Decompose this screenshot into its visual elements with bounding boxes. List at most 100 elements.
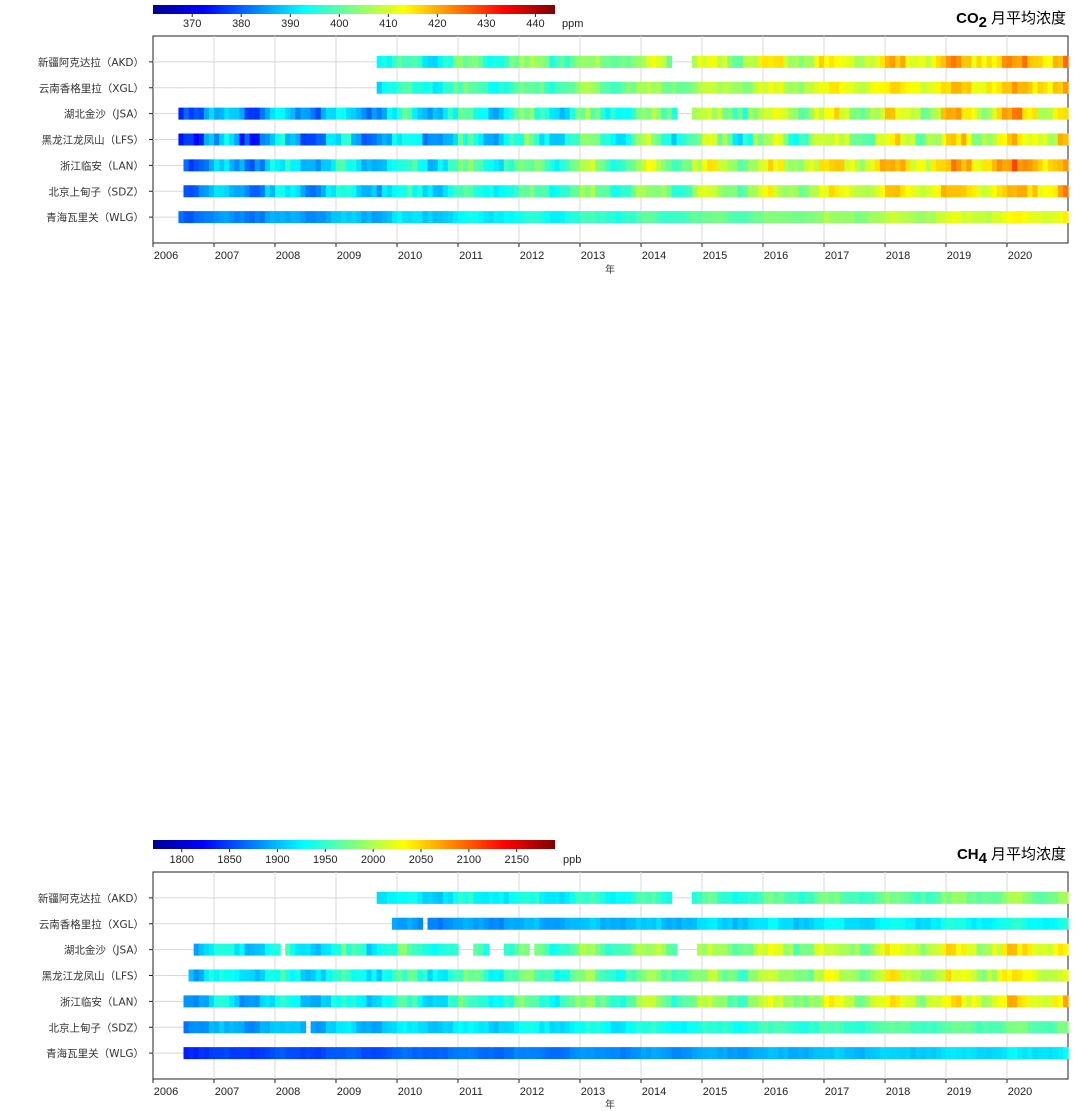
ch4-cell bbox=[468, 1047, 474, 1060]
ch4-cell bbox=[742, 943, 749, 956]
co2-cell bbox=[656, 107, 662, 120]
co2-cell bbox=[768, 133, 774, 146]
ch4-cell bbox=[519, 891, 525, 904]
ch4-cell bbox=[691, 969, 698, 982]
ch4-cell bbox=[1012, 943, 1018, 956]
ch4-cell bbox=[381, 1047, 388, 1060]
ch4-cell bbox=[966, 969, 973, 982]
ch4-cell bbox=[356, 969, 363, 982]
co2-cell bbox=[417, 159, 424, 172]
co2-cell bbox=[849, 133, 856, 146]
co2-cell bbox=[397, 159, 403, 172]
ch4-cell bbox=[503, 943, 510, 956]
co2-cell bbox=[402, 81, 408, 94]
co2-cell bbox=[376, 185, 383, 198]
ch4-cell bbox=[1037, 995, 1044, 1008]
co2-cell bbox=[1057, 159, 1064, 172]
co2-cell bbox=[646, 81, 652, 94]
co2-cell bbox=[493, 211, 500, 224]
ch4-cell bbox=[951, 917, 957, 930]
co2-cell bbox=[676, 185, 683, 198]
ch4-cell bbox=[966, 891, 973, 904]
co2-cell bbox=[498, 211, 505, 224]
ch4-cell bbox=[656, 943, 662, 956]
co2-cell bbox=[371, 107, 378, 120]
ch4-cell bbox=[463, 995, 469, 1008]
x-tick-label: 2020 bbox=[1008, 1086, 1032, 1098]
ch4-cell bbox=[656, 1021, 662, 1034]
co2-cell bbox=[458, 107, 464, 120]
ch4-cell bbox=[991, 995, 998, 1008]
co2-cell bbox=[737, 81, 744, 94]
ch4-cell bbox=[605, 969, 612, 982]
co2-cell bbox=[976, 211, 983, 224]
co2-cell bbox=[803, 107, 810, 120]
ch4-cell bbox=[641, 891, 647, 904]
ch4-cell bbox=[930, 891, 937, 904]
ch4-cell bbox=[356, 1047, 363, 1060]
ch4-cell bbox=[813, 1047, 820, 1060]
ch4-cell bbox=[961, 1047, 967, 1060]
co2-cell bbox=[920, 55, 927, 68]
ch4-cell bbox=[569, 995, 576, 1008]
ch4-cell bbox=[686, 917, 693, 930]
co2-cell bbox=[524, 211, 530, 224]
co2-cell bbox=[625, 185, 632, 198]
ch4-cell bbox=[1057, 969, 1064, 982]
co2-cell bbox=[249, 107, 256, 120]
ch4-cell bbox=[956, 1047, 962, 1060]
co2-cell bbox=[676, 159, 683, 172]
co2-cell bbox=[325, 211, 332, 224]
co2-cell bbox=[325, 107, 332, 120]
co2-cell bbox=[859, 133, 866, 146]
ch4-cell bbox=[488, 1047, 495, 1060]
co2-cell bbox=[920, 159, 927, 172]
co2-cell bbox=[976, 185, 983, 198]
ch4-cell bbox=[366, 969, 373, 982]
ch4-cell bbox=[315, 1047, 322, 1060]
ch4-cell bbox=[524, 995, 530, 1008]
ch4-cell bbox=[442, 917, 449, 930]
co2-cell bbox=[722, 159, 729, 172]
co2-cell bbox=[315, 185, 322, 198]
co2-cell bbox=[208, 107, 215, 120]
co2-cell bbox=[315, 211, 322, 224]
colorbar-tick-label: 390 bbox=[281, 18, 299, 30]
ch4-cell bbox=[549, 995, 556, 1008]
co2-cell bbox=[269, 107, 276, 120]
ch4-cell bbox=[463, 969, 469, 982]
ch4-cell bbox=[813, 943, 820, 956]
ch4-cell bbox=[229, 969, 235, 982]
co2-cell bbox=[656, 159, 662, 172]
ch4-cell bbox=[981, 943, 988, 956]
co2-cell bbox=[219, 107, 225, 120]
ch4-cell bbox=[742, 995, 749, 1008]
ch4-cell bbox=[595, 1021, 601, 1034]
co2-cell bbox=[427, 185, 434, 198]
ch4-cell bbox=[493, 1021, 500, 1034]
co2-cell bbox=[234, 107, 241, 120]
ch4-cell bbox=[763, 891, 769, 904]
ch4-cell bbox=[727, 943, 734, 956]
co2-cell bbox=[285, 159, 291, 172]
ch4-cell bbox=[879, 917, 886, 930]
co2-cell bbox=[630, 107, 637, 120]
ch4-cell bbox=[707, 969, 713, 982]
co2-cell bbox=[813, 55, 820, 68]
ch4-cell bbox=[585, 1047, 591, 1060]
co2-cell bbox=[885, 55, 891, 68]
co2-cell bbox=[641, 159, 647, 172]
co2-cell bbox=[900, 107, 906, 120]
ch4-cell bbox=[930, 1047, 937, 1060]
ch4-cell bbox=[625, 969, 632, 982]
co2-cell bbox=[285, 185, 291, 198]
co2-cell bbox=[976, 133, 983, 146]
ch4-cell bbox=[422, 1047, 429, 1060]
ch4-cell bbox=[671, 1047, 678, 1060]
co2-cell bbox=[534, 185, 540, 198]
co2-cell bbox=[310, 159, 317, 172]
co2-cell bbox=[620, 185, 627, 198]
ch4-cell bbox=[193, 969, 200, 982]
ch4-cell bbox=[879, 969, 886, 982]
ch4-cell bbox=[1037, 943, 1044, 956]
